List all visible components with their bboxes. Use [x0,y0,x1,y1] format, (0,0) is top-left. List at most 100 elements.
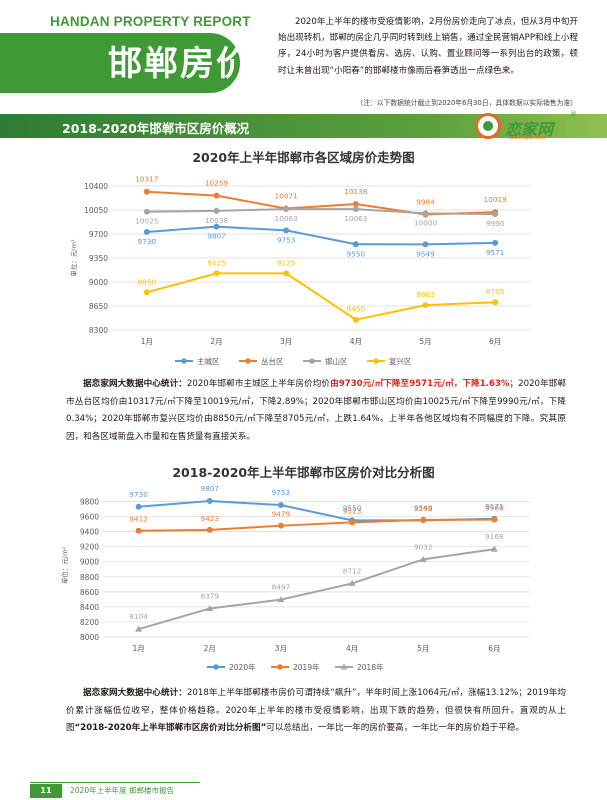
data-label: 9168 [485,532,504,541]
legend-label: 2020年 [229,662,256,672]
data-point [352,316,359,323]
data-point [491,516,498,523]
data-note: （注：以下数据统计截止到2020年6月30日，具体数据以实际销售为准） [356,99,577,107]
y-tick-label: 9400 [80,528,99,537]
data-label: 9730 [138,237,157,246]
y-tick-label: 8200 [80,618,99,627]
data-point [135,503,142,510]
series-line [138,518,495,532]
y-tick-label: 9000 [89,278,108,287]
x-tick-label: 2月 [210,337,222,346]
legend-label: 2018年 [357,662,384,672]
footer-divider [30,782,200,783]
y-tick-label: 8600 [80,588,99,597]
data-label: 9032 [414,542,433,551]
data-point [277,596,285,603]
data-point [213,207,220,214]
data-point [352,200,359,207]
data-label: 10259 [205,179,229,188]
data-point [213,223,220,230]
y-tick-label: 9200 [80,543,99,552]
x-tick-label: 3月 [275,644,287,653]
y-tick-label: 8650 [89,302,108,311]
title-banner [0,33,240,93]
section-title: 2018-2020年邯郸市区房价概况 [62,121,250,136]
data-point [422,210,429,217]
data-label: 9549 [416,249,435,258]
x-tick-label: 5月 [419,337,431,346]
page-number: 11 [30,784,62,798]
data-point [143,188,150,195]
data-point [206,526,213,533]
data-label: 9807 [200,484,219,493]
x-tick-label: 6月 [488,644,500,653]
logo-registered: ® [570,110,577,118]
data-point [206,497,213,504]
data-label: 9730 [129,490,148,499]
y-tick-label: 8800 [80,573,99,582]
para1-text2: ， [453,379,463,389]
legend-marker [245,358,251,364]
data-point [283,227,290,234]
data-point [143,228,150,235]
data-label: 9984 [416,198,435,207]
data-point [352,206,359,213]
section-bar [0,114,607,138]
data-point [352,241,359,248]
data-label: 9125 [277,258,296,267]
report-en-title: HANDAN PROPERTY REPORT [50,14,251,29]
data-label: 10063 [344,214,368,223]
data-label: 10063 [275,214,299,223]
data-label: 9550 [343,503,362,512]
data-point [135,625,143,632]
data-label: 9807 [207,232,226,241]
logo-mark-icon [475,113,501,139]
x-tick-label: 2月 [204,644,216,653]
legend-marker [340,663,348,670]
data-point [135,527,142,534]
legend-label: 复兴区 [389,356,412,366]
data-label: 10071 [275,192,298,201]
data-label: 8850 [138,277,157,286]
y-tick-label: 8300 [89,326,108,335]
series-line [146,272,496,321]
para2-source: 据恋家网大数据中心统计： [83,688,187,698]
y-tick-label: 10050 [84,206,108,215]
data-point [143,208,150,215]
x-tick-label: 5月 [417,644,429,653]
data-point [349,519,356,526]
data-point [492,299,499,306]
data-label: 9560 [485,504,504,513]
data-label: 8705 [486,287,505,296]
y-tick-label: 9800 [80,498,99,507]
chart2-yearly-compare: 8000 8200 8400 8600 8800 9000 9200 9400 9600 9800… [60,484,530,672]
y-tick-label: 9000 [80,558,99,567]
y-tick-label: 8400 [80,603,99,612]
x-tick-label: 4月 [346,644,358,653]
logo-url: www.Ljia.com [509,135,547,141]
legend-marker [277,664,283,670]
data-label: 8450 [347,305,366,314]
y-tick-label: 8000 [80,633,99,642]
data-label: 8712 [343,566,362,575]
series-line [138,548,495,631]
data-label: 9556 [414,504,433,513]
x-tick-label: 1月 [141,337,153,346]
legend-marker [309,358,315,364]
para1-highlight2: 下降1.63% [462,379,510,389]
x-tick-label: 1月 [132,644,144,653]
data-point [277,522,284,529]
data-point [490,545,498,552]
legend-label: 丛台区 [261,356,284,366]
ljia-logo: 恋家网 ® www.Ljia.com [475,110,577,144]
data-label: 9523 [343,506,362,515]
data-label: 9990 [486,219,505,228]
data-label: 8663 [416,290,435,299]
para1-text3: ；2020年邯郸市丛台区均价由10317元/㎡下降至10019元/㎡，下降2.8… [66,379,566,442]
para1-text1: 2020年邯郸市主城区上半年房价均价 [186,379,331,389]
data-label: 9753 [277,235,296,244]
legend-label: 2019年 [293,662,320,672]
y-tick-label: 9350 [89,254,108,263]
data-label: 10138 [344,187,368,196]
report-cn-title: 邯郸房价 [108,44,252,84]
